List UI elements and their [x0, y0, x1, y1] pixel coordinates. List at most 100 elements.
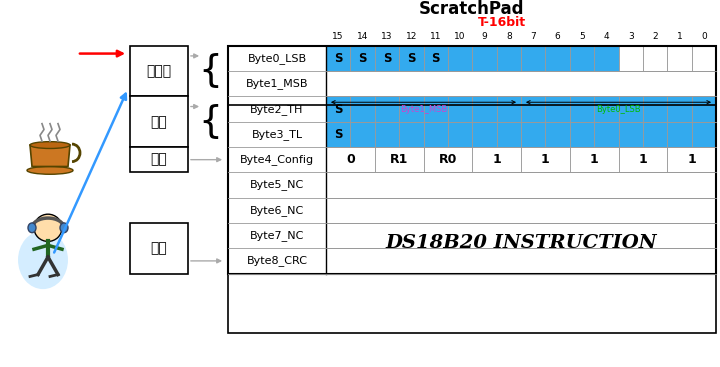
- Bar: [374, 97, 399, 122]
- Bar: [351, 46, 374, 71]
- Bar: [643, 97, 667, 122]
- Text: 5: 5: [579, 32, 585, 40]
- Bar: [667, 97, 692, 122]
- Text: Byte2_TH: Byte2_TH: [251, 103, 304, 115]
- Bar: [130, 223, 188, 273]
- Bar: [594, 46, 618, 71]
- Bar: [521, 97, 545, 122]
- Bar: [521, 147, 570, 172]
- Text: 1: 1: [677, 32, 683, 40]
- Bar: [351, 122, 374, 147]
- Text: 1: 1: [590, 153, 598, 166]
- Bar: [228, 46, 716, 273]
- Ellipse shape: [60, 223, 68, 233]
- Text: 14: 14: [357, 32, 368, 40]
- Bar: [521, 46, 545, 71]
- Text: 3: 3: [628, 32, 634, 40]
- Bar: [545, 46, 570, 71]
- Text: 8: 8: [506, 32, 512, 40]
- Bar: [423, 46, 448, 71]
- Bar: [130, 46, 188, 97]
- Bar: [594, 97, 618, 122]
- Bar: [326, 122, 351, 147]
- Bar: [423, 122, 448, 147]
- Text: S: S: [383, 52, 391, 65]
- Bar: [399, 46, 423, 71]
- Text: Byte1_MSB: Byte1_MSB: [400, 105, 447, 114]
- Bar: [351, 97, 374, 122]
- Bar: [667, 46, 692, 71]
- Text: S: S: [359, 52, 366, 65]
- Bar: [667, 122, 692, 147]
- Ellipse shape: [30, 142, 70, 149]
- Ellipse shape: [18, 231, 68, 289]
- Text: S: S: [431, 52, 440, 65]
- Bar: [570, 46, 594, 71]
- Text: 12: 12: [405, 32, 417, 40]
- Bar: [228, 105, 716, 333]
- Text: Byte7_NC: Byte7_NC: [250, 230, 304, 241]
- Bar: [130, 97, 188, 147]
- Text: 传感器: 传感器: [146, 64, 171, 78]
- Bar: [545, 97, 570, 122]
- Bar: [374, 147, 423, 172]
- Bar: [497, 97, 521, 122]
- Text: R0: R0: [438, 153, 457, 166]
- Bar: [399, 122, 423, 147]
- Bar: [448, 46, 472, 71]
- Bar: [448, 97, 472, 122]
- Bar: [692, 46, 716, 71]
- Text: 15: 15: [333, 32, 344, 40]
- Text: 11: 11: [430, 32, 441, 40]
- Text: {: {: [198, 104, 222, 140]
- Bar: [643, 122, 667, 147]
- Text: 1: 1: [688, 153, 696, 166]
- Text: {: {: [198, 53, 222, 89]
- Text: 7: 7: [531, 32, 536, 40]
- Text: Byte0_LSB: Byte0_LSB: [596, 105, 641, 114]
- Bar: [374, 46, 399, 71]
- Polygon shape: [30, 145, 70, 167]
- Text: 检测: 检测: [150, 241, 167, 255]
- Text: 1: 1: [492, 153, 501, 166]
- Text: S: S: [334, 128, 343, 141]
- Bar: [618, 147, 667, 172]
- Text: 0: 0: [346, 153, 355, 166]
- Text: S: S: [334, 102, 343, 116]
- Bar: [521, 122, 545, 147]
- Text: 2: 2: [652, 32, 658, 40]
- Text: 13: 13: [381, 32, 392, 40]
- Bar: [497, 122, 521, 147]
- Text: 0: 0: [701, 32, 707, 40]
- Bar: [326, 172, 716, 198]
- Text: ScratchPad: ScratchPad: [419, 0, 525, 18]
- Text: S: S: [334, 52, 343, 65]
- Bar: [472, 147, 521, 172]
- Bar: [618, 46, 643, 71]
- Text: 4: 4: [603, 32, 609, 40]
- Bar: [594, 122, 618, 147]
- Bar: [326, 198, 716, 223]
- Bar: [618, 122, 643, 147]
- Bar: [326, 71, 716, 97]
- Bar: [692, 97, 716, 122]
- Text: 1: 1: [541, 153, 550, 166]
- Text: R1: R1: [390, 153, 408, 166]
- Text: 10: 10: [454, 32, 466, 40]
- Bar: [326, 97, 351, 122]
- Circle shape: [34, 214, 62, 241]
- Text: 报警: 报警: [150, 115, 167, 129]
- Text: Byte6_NC: Byte6_NC: [250, 205, 304, 216]
- Text: Byte1_MSB: Byte1_MSB: [246, 78, 308, 89]
- Text: S: S: [407, 52, 415, 65]
- Bar: [326, 248, 716, 273]
- Bar: [472, 97, 497, 122]
- Bar: [667, 147, 716, 172]
- Bar: [472, 122, 497, 147]
- Bar: [570, 147, 618, 172]
- Ellipse shape: [27, 167, 73, 174]
- Bar: [423, 97, 448, 122]
- Bar: [472, 46, 497, 71]
- Text: 精度: 精度: [150, 153, 167, 167]
- Text: T-16bit: T-16bit: [477, 16, 526, 29]
